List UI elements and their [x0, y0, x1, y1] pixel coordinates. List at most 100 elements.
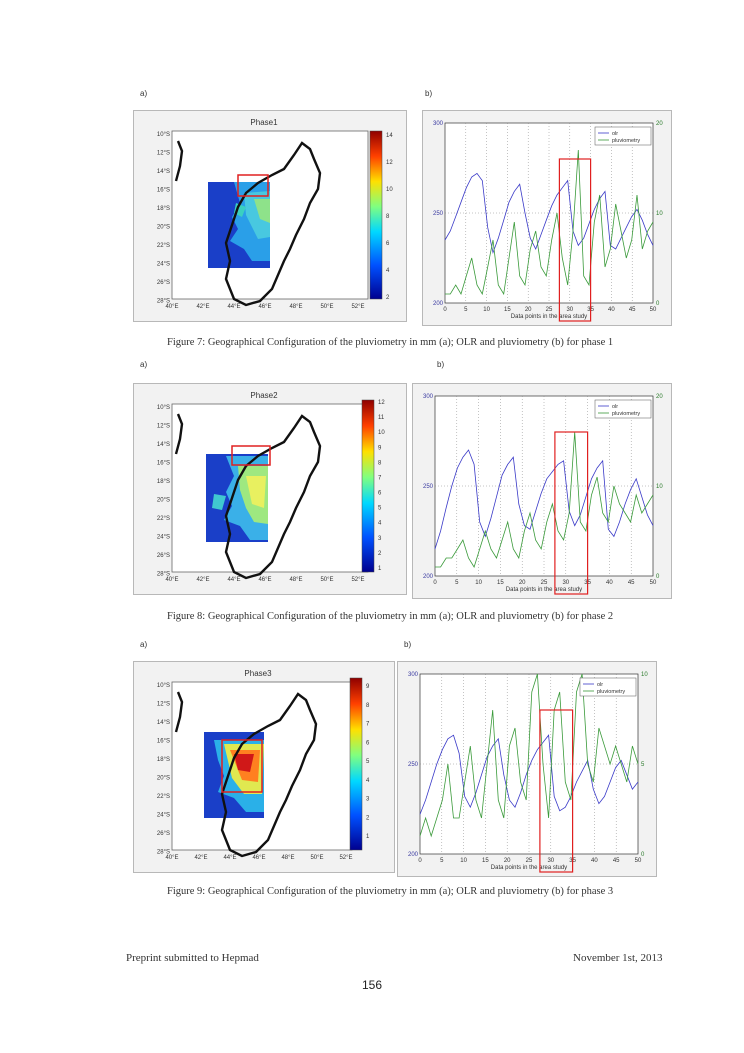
lon-tick-label: 48°E [289, 577, 302, 583]
colorbar-tick-label: 6 [366, 740, 370, 746]
colorbar-tick-label: 3 [378, 536, 382, 542]
lon-tick-label: 52°E [351, 577, 364, 583]
lon-tick-label: 42°E [194, 855, 207, 861]
y-right-tick-label: 5 [641, 762, 645, 768]
colorbar-tick-label: 10 [378, 430, 385, 436]
colorbar-tick-label: 9 [366, 684, 370, 690]
legend [594, 126, 652, 146]
colorbar-tick-label: 4 [366, 778, 370, 784]
colorbar-tick-label: 8 [378, 460, 382, 466]
colorbar-tick-label: 11 [378, 415, 385, 421]
lon-tick-label: 44°E [227, 304, 240, 310]
y-left-tick-label: 200 [423, 574, 434, 580]
lon-tick-label: 40°E [165, 577, 178, 583]
map-panel-phase3: Phase3 10°S 12°S 14°S 16°S 18°S 20°S 22°S 24°S 2… [133, 661, 395, 873]
colorbar-tick-label: 2 [386, 295, 390, 301]
map-figure: Phase3 10°S 12°S 14°S 16°S 18°S 20°S 22°S 24°S 2… [157, 669, 370, 861]
x-tick-label: 40 [608, 307, 615, 313]
map-figure: Phase1 10°S 12°S 14°S 16°S 18°S 20°S 22°S 24°S 2… [157, 118, 393, 310]
series-line-pluviometry [445, 149, 654, 296]
y-right-tick-label: 10 [656, 211, 663, 217]
lat-tick-label: 14°S [157, 169, 170, 175]
x-tick-label: 40 [606, 580, 613, 586]
y-right-tick-label: 20 [656, 394, 663, 400]
legend-label: olr [612, 404, 618, 410]
lat-tick-label: 24°S [157, 262, 170, 268]
lat-tick-label: 28°S [157, 572, 170, 578]
lat-tick-label: 12°S [157, 151, 170, 157]
lon-tick-label: 40°E [165, 304, 178, 310]
lat-tick-label: 10°S [157, 683, 170, 689]
colorbar-tick-label: 7 [378, 475, 382, 481]
figure-caption: Figure 9: Geographical Configuration of … [167, 886, 614, 897]
map-panel-phase1: Phase1 10°S 12°S 14°S 16°S 18°S 20°S 22°S 24°S 2… [133, 110, 407, 322]
x-tick-label: 30 [547, 858, 554, 864]
colorbar [349, 677, 363, 851]
coastline [174, 413, 322, 580]
x-tick-label: 10 [483, 307, 490, 313]
lat-tick-label: 14°S [157, 442, 170, 448]
y-right-tick-label: 0 [641, 852, 645, 858]
colorbar-tick-label: 4 [378, 521, 382, 527]
colorbar-tick-label: 1 [366, 834, 370, 840]
legend-label: olr [597, 682, 603, 688]
x-tick-label: 30 [562, 580, 569, 586]
lat-tick-label: 24°S [157, 535, 170, 541]
lon-tick-label: 48°E [289, 304, 302, 310]
lat-tick-label: 12°S [157, 424, 170, 430]
legend-label: pluviometry [612, 411, 640, 417]
x-tick-label: 5 [440, 858, 444, 864]
map-title: Phase3 [244, 669, 272, 678]
lon-tick-label: 50°E [310, 855, 323, 861]
x-tick-label: 10 [460, 858, 467, 864]
x-tick-label: 50 [650, 307, 657, 313]
highlight-box [558, 158, 592, 322]
colorbar-tick-label: 7 [366, 722, 370, 728]
highlight-box [231, 445, 271, 466]
colorbar-tick-label: 12 [386, 160, 393, 166]
coastline [174, 691, 318, 858]
lon-tick-label: 50°E [320, 304, 333, 310]
highlight-box [539, 709, 574, 873]
lon-tick-label: 40°E [165, 855, 178, 861]
y-right-tick-label: 10 [641, 672, 648, 678]
lat-tick-label: 10°S [157, 405, 170, 411]
lon-tick-label: 46°E [258, 577, 271, 583]
y-left-tick-label: 250 [408, 762, 419, 768]
highlight-box [237, 174, 269, 197]
highlight-box [554, 431, 589, 595]
colorbar-tick-label: 5 [366, 759, 370, 765]
colorbar-tick-label: 4 [386, 268, 390, 274]
x-tick-label: 25 [526, 858, 533, 864]
lon-tick-label: 44°E [227, 577, 240, 583]
colorbar-tick-label: 6 [386, 241, 390, 247]
map-panel-phase2: Phase2 10°S 12°S 14°S 16°S 18°S 20°S 22°S 24°S 2… [133, 383, 407, 595]
panel-a-label: a) [140, 360, 148, 369]
lat-tick-label: 24°S [157, 813, 170, 819]
colorbar-tick-label: 1 [378, 566, 382, 572]
x-axis-label: Data points in the area study [511, 314, 587, 320]
footer-right: November 1st, 2013 [573, 952, 663, 964]
lon-tick-label: 52°E [351, 304, 364, 310]
colorbar-tick-label: 2 [366, 815, 370, 821]
y-left-tick-label: 300 [423, 394, 434, 400]
chart-panel-phase1: 0 5 10 15 20 25 30 35 40 45 50 300 250 200 20 10 0 Data p… [422, 110, 672, 326]
y-left-tick-label: 250 [433, 211, 444, 217]
x-tick-label: 30 [566, 307, 573, 313]
colorbar-tick-label: 6 [378, 491, 382, 497]
lat-tick-label: 28°S [157, 850, 170, 856]
x-tick-label: 15 [482, 858, 489, 864]
figure-caption: Figure 7: Geographical Configuration of … [167, 337, 614, 348]
colorbar-tick-label: 3 [366, 797, 370, 803]
lat-tick-label: 22°S [157, 243, 170, 249]
lat-tick-label: 16°S [157, 188, 170, 194]
map-figure: Phase2 10°S 12°S 14°S 16°S 18°S 20°S 22°S 24°S 2… [157, 391, 385, 583]
series-line-olr [419, 734, 639, 815]
colorbar-tick-label: 8 [366, 703, 370, 709]
legend-label: pluviometry [612, 138, 640, 144]
lon-tick-label: 46°E [252, 855, 265, 861]
lat-tick-label: 18°S [157, 206, 170, 212]
